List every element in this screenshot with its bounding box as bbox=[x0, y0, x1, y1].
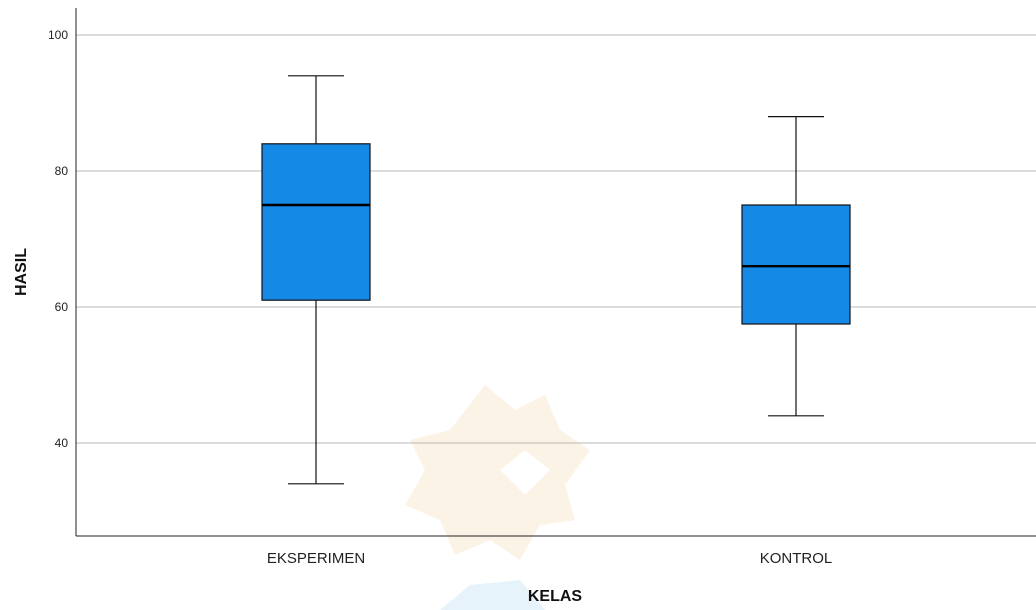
iqr-box bbox=[741, 204, 851, 325]
watermark-logo bbox=[405, 385, 590, 610]
y-tick-label-80: 80 bbox=[55, 164, 69, 178]
y-tick-label-100: 100 bbox=[48, 28, 68, 42]
y-axis-title: HASIL bbox=[13, 248, 30, 296]
axes bbox=[75, 8, 1036, 537]
boxes bbox=[261, 75, 851, 485]
gridlines bbox=[76, 34, 1036, 444]
iqr-box bbox=[261, 143, 371, 301]
x-axis-title: KELAS bbox=[528, 588, 583, 605]
y-tick-label-60: 60 bbox=[55, 300, 69, 314]
x-category-label-kontrol: KONTROL bbox=[760, 550, 833, 567]
box-kontrol bbox=[741, 115, 851, 417]
box-eksperimen bbox=[261, 75, 371, 485]
y-tick-labels: 40 60 80 100 bbox=[48, 28, 68, 450]
x-category-label-eksperimen: EKSPERIMEN bbox=[267, 550, 365, 567]
y-tick-label-40: 40 bbox=[55, 436, 69, 450]
x-category-labels: EKSPERIMEN KONTROL bbox=[267, 550, 832, 567]
